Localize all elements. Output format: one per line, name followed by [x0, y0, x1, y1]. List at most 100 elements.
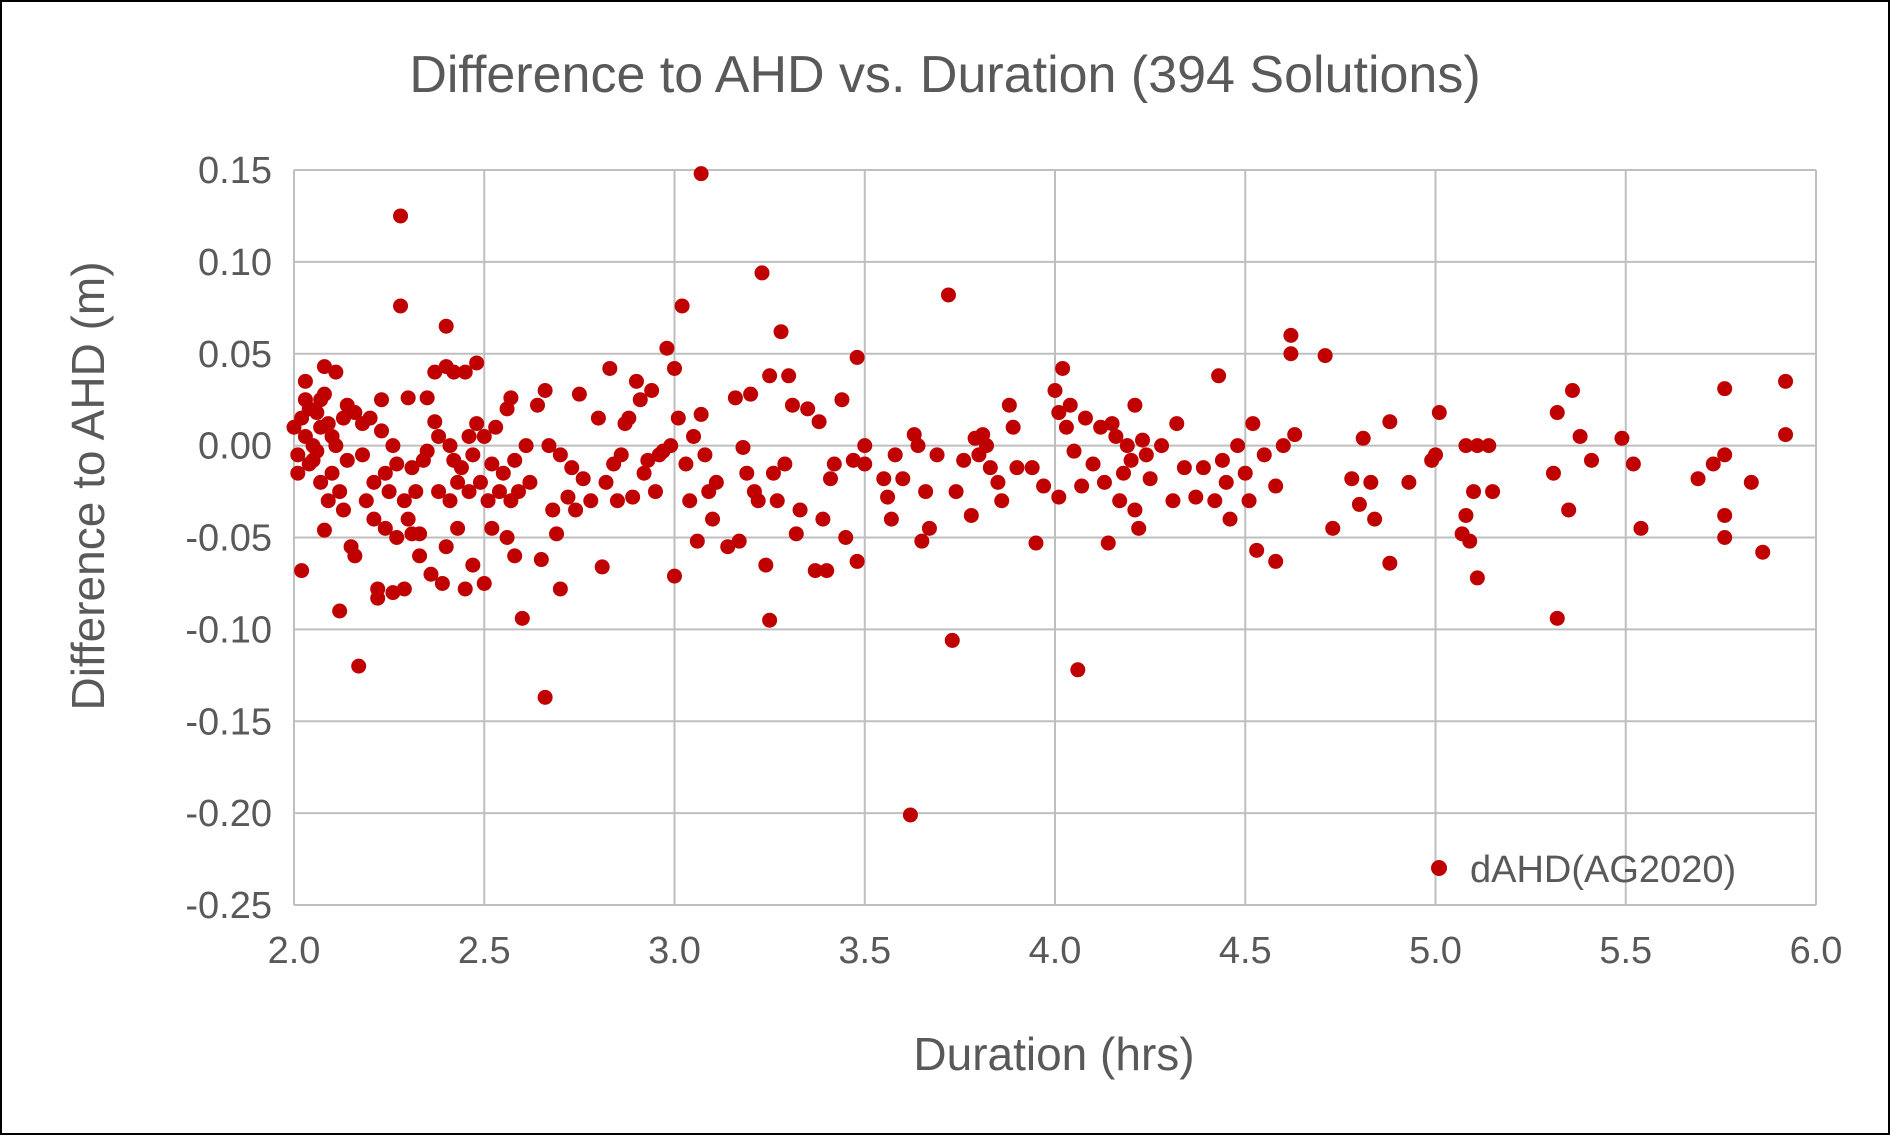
data-point — [1188, 489, 1204, 505]
data-point — [613, 447, 629, 463]
data-point — [731, 533, 747, 549]
data-point — [347, 548, 363, 564]
x-tick-label: 5.5 — [1599, 930, 1652, 972]
x-tick-label: 3.0 — [648, 930, 701, 972]
data-point — [396, 493, 412, 509]
data-point — [514, 610, 530, 626]
data-point — [1717, 447, 1733, 463]
data-point — [788, 526, 804, 542]
data-point — [849, 553, 865, 569]
data-point — [335, 410, 351, 426]
data-point — [1207, 493, 1223, 509]
data-point — [857, 438, 873, 454]
data-point — [583, 493, 599, 509]
y-tick-label: -0.15 — [185, 701, 272, 743]
x-tick-label: 6.0 — [1790, 930, 1843, 972]
data-point — [575, 471, 591, 487]
data-point — [1283, 346, 1299, 362]
y-tick-label: -0.25 — [185, 885, 272, 927]
data-point — [507, 452, 523, 468]
data-point — [1717, 507, 1733, 523]
data-point — [1119, 438, 1135, 454]
data-point — [670, 410, 686, 426]
data-point — [354, 447, 370, 463]
data-point — [541, 438, 557, 454]
data-point — [309, 405, 325, 421]
data-point — [686, 428, 702, 444]
data-point — [1142, 471, 1158, 487]
data-point — [1138, 447, 1154, 463]
data-point — [598, 474, 614, 490]
data-point — [1466, 484, 1482, 500]
data-point — [328, 438, 344, 454]
data-point — [1363, 474, 1379, 490]
data-point — [351, 658, 367, 674]
data-point — [488, 419, 504, 435]
data-point — [461, 428, 477, 444]
data-point — [994, 493, 1010, 509]
data-point — [883, 511, 899, 527]
data-point — [1633, 520, 1649, 536]
data-point — [358, 493, 374, 509]
data-point — [335, 502, 351, 518]
y-tick-label: -0.10 — [185, 609, 272, 651]
data-point — [762, 612, 778, 628]
data-point — [979, 438, 995, 454]
data-point — [697, 447, 713, 463]
data-point — [914, 533, 930, 549]
x-tick-label: 5.0 — [1409, 930, 1462, 972]
data-point — [320, 416, 336, 432]
data-point — [450, 520, 466, 536]
data-point — [1325, 520, 1341, 536]
data-point — [1743, 474, 1759, 490]
x-tick-label: 2.5 — [458, 930, 511, 972]
data-point — [1112, 493, 1128, 509]
data-point — [1131, 520, 1147, 536]
data-point — [1135, 432, 1151, 448]
data-point — [393, 208, 409, 224]
data-point — [1462, 533, 1478, 549]
data-point — [1431, 405, 1447, 421]
data-point — [484, 456, 500, 472]
data-point — [708, 474, 724, 490]
data-point — [465, 557, 481, 573]
data-point — [465, 447, 481, 463]
data-point — [377, 465, 393, 481]
data-point — [1096, 474, 1112, 490]
data-point — [1001, 397, 1017, 413]
data-point — [674, 298, 690, 314]
data-point — [450, 474, 466, 490]
data-point — [1169, 416, 1185, 432]
data-points — [286, 166, 1794, 823]
data-point — [819, 563, 835, 579]
data-point — [1458, 438, 1474, 454]
data-point — [442, 493, 458, 509]
data-point — [1344, 471, 1360, 487]
data-point — [678, 456, 694, 472]
data-point — [469, 416, 485, 432]
data-point — [929, 447, 945, 463]
data-point — [1077, 410, 1093, 426]
data-point — [921, 520, 937, 536]
data-point — [366, 511, 382, 527]
data-point — [408, 484, 424, 500]
data-point — [735, 439, 751, 455]
y-tick-label: 0.05 — [198, 334, 272, 376]
data-point — [316, 522, 332, 538]
data-point — [1545, 465, 1561, 481]
data-point — [393, 298, 409, 314]
data-point — [476, 575, 492, 591]
data-point — [427, 414, 443, 430]
data-point — [1028, 535, 1044, 551]
data-point — [1051, 405, 1067, 421]
data-point — [316, 359, 332, 375]
data-point — [457, 364, 473, 380]
data-point — [1469, 570, 1485, 586]
data-point — [705, 511, 721, 527]
data-point — [682, 493, 698, 509]
data-point — [781, 368, 797, 384]
data-point — [457, 581, 473, 597]
data-point — [758, 557, 774, 573]
data-point — [1123, 452, 1139, 468]
data-point — [693, 406, 709, 422]
